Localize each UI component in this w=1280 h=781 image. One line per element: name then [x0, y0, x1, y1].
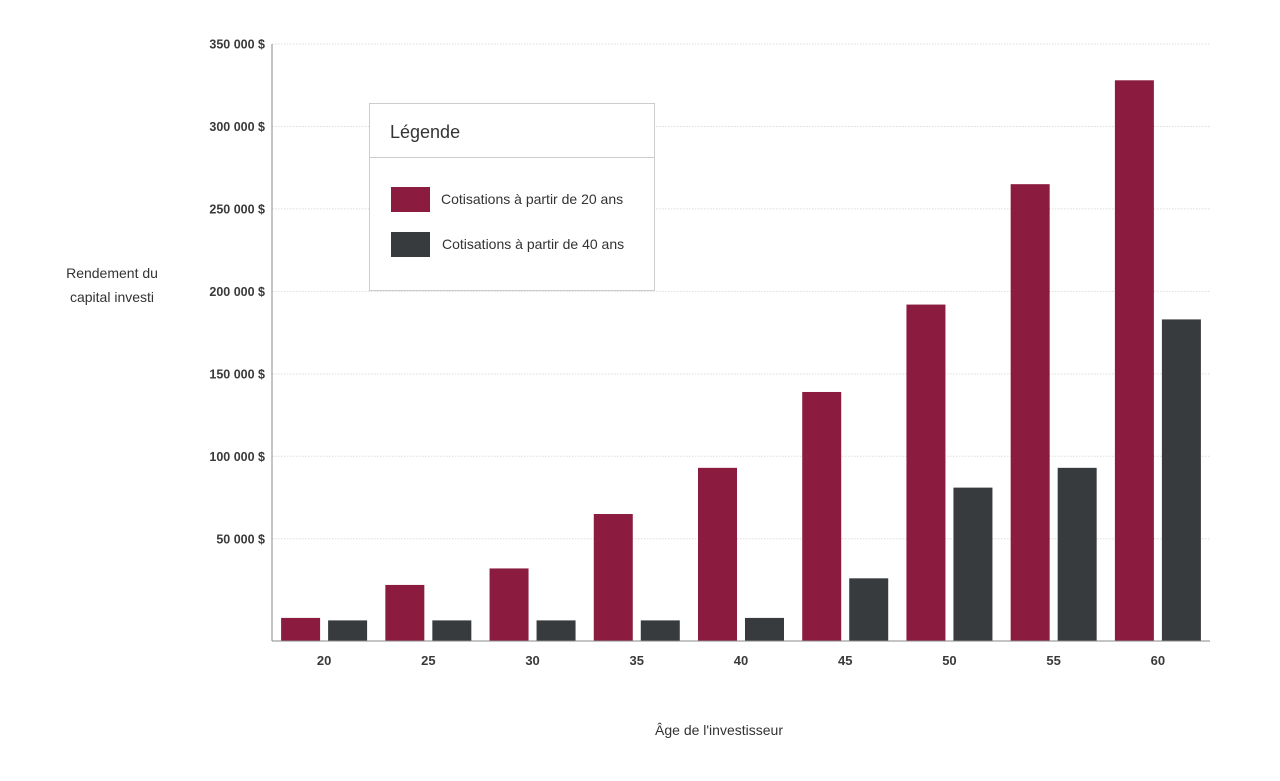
- legend-swatch-series-1: [391, 187, 430, 212]
- bar-series-2-age-55: [1057, 467, 1097, 641]
- y-axis-title-line2: capital investi: [70, 289, 154, 305]
- bars: [281, 80, 1201, 642]
- bar-series-1-age-55: [1010, 184, 1050, 641]
- bar-series-1-age-45: [802, 391, 842, 641]
- x-tick-labels: 20 25 30 35 40 45 50 55 60: [317, 653, 1165, 668]
- legend-label-series-2: Cotisations à partir de 40 ans: [442, 236, 624, 252]
- gridlines: [272, 43, 1210, 540]
- y-tick-labels: 50 000 $ 100 000 $ 150 000 $ 200 000 $ 250 0…: [209, 38, 265, 547]
- legend-label-series-1: Cotisations à partir de 20 ans: [441, 191, 623, 207]
- bar-series-1-age-25: [385, 584, 425, 641]
- x-tick-label: 60: [1151, 653, 1165, 668]
- bar-series-2-age-25: [432, 620, 472, 641]
- bar-series-1-age-35: [593, 514, 633, 641]
- bar-series-2-age-30: [536, 620, 576, 641]
- bar-series-1-age-30: [489, 568, 529, 641]
- y-tick-label: 100 000 $: [209, 450, 265, 464]
- bar-series-2-age-60: [1161, 319, 1201, 641]
- bar-series-1-age-50: [906, 304, 946, 641]
- legend: Légende Cotisations à partir de 20 ans C…: [369, 103, 655, 291]
- x-tick-label: 50: [942, 653, 956, 668]
- bar-series-2-age-45: [849, 578, 889, 641]
- x-tick-label: 35: [630, 653, 644, 668]
- bar-series-1-age-40: [698, 467, 737, 641]
- x-tick-label: 45: [838, 653, 852, 668]
- y-tick-label: 50 000 $: [216, 532, 265, 546]
- bar-series-1-age-60: [1114, 80, 1154, 642]
- x-tick-label: 55: [1046, 653, 1060, 668]
- bar-series-2-age-50: [953, 487, 993, 641]
- y-tick-label: 350 000 $: [209, 38, 265, 52]
- bar-series-2-age-20: [328, 620, 368, 641]
- x-tick-label: 40: [734, 653, 748, 668]
- y-tick-label: 300 000 $: [209, 120, 265, 134]
- bar-series-2-age-40: [745, 617, 784, 641]
- y-tick-label: 200 000 $: [209, 285, 265, 299]
- x-tick-label: 20: [317, 653, 331, 668]
- bar-series-2-age-35: [640, 620, 680, 641]
- x-axis-title: Âge de l'investisseur: [655, 722, 783, 738]
- y-tick-label: 150 000 $: [209, 367, 265, 381]
- x-tick-label: 25: [421, 653, 435, 668]
- y-tick-label: 250 000 $: [209, 202, 265, 216]
- y-axis-title-line1: Rendement du: [66, 265, 158, 281]
- legend-title: Légende: [390, 122, 460, 142]
- x-tick-label: 30: [525, 653, 539, 668]
- legend-swatch-series-2: [391, 232, 430, 257]
- bar-series-1-age-20: [281, 617, 321, 641]
